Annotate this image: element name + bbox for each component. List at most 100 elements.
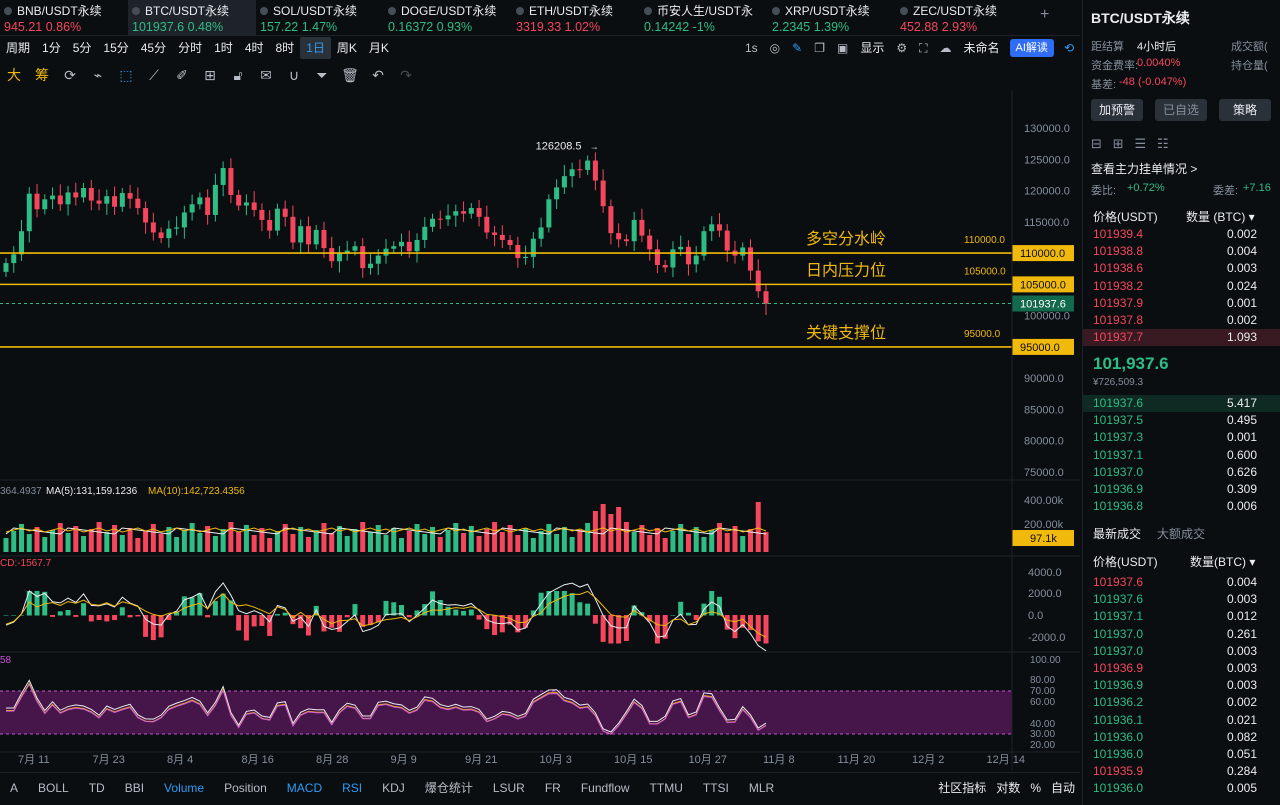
interval-button[interactable]: 4时 — [244, 41, 264, 55]
ticker-tab[interactable]: BTC/USDT永续 101937.6 0.48% — [128, 0, 256, 36]
redo-icon[interactable]: ↷ — [400, 66, 412, 83]
indicator-toggle[interactable]: FR — [544, 780, 561, 795]
interval-button[interactable]: 周K — [336, 41, 357, 55]
interval-button[interactable]: 月K — [368, 41, 389, 55]
indicator-toggle[interactable]: 爆仓统计 — [424, 781, 473, 795]
orderbook-row[interactable]: 101936.0 0.051 — [1083, 746, 1280, 763]
big-order-tool[interactable]: 大 — [7, 67, 21, 83]
sync-icon[interactable]: ⟳ — [64, 66, 76, 83]
add-alert-button[interactable]: 加预警 — [1091, 99, 1143, 121]
interval-button[interactable]: 5分 — [72, 41, 92, 55]
indicator-toggle[interactable]: KDJ — [382, 780, 405, 795]
orderbook-row[interactable]: 101937.1 0.600 — [1083, 447, 1280, 464]
scale-option[interactable]: 对数 — [996, 781, 1021, 795]
orderbook-row[interactable]: 101936.9 0.003 — [1083, 660, 1280, 677]
chip-tool[interactable]: 筹 — [35, 67, 49, 83]
orderbook-row[interactable]: 101936.8 0.006 — [1083, 498, 1280, 515]
indicator-toggle[interactable]: A — [10, 780, 19, 795]
cursor-icon[interactable]: ⬚ — [119, 66, 133, 83]
pen-icon[interactable]: ✐ — [176, 66, 188, 83]
orderbook-row[interactable]: 101937.0 0.626 — [1083, 464, 1280, 481]
price-chart[interactable]: 130000.0 125000.0 120000.0 115000.0 110000.0… — [0, 90, 1080, 770]
undo-icon[interactable]: ↶ — [372, 66, 384, 83]
orderbook-row[interactable]: 101937.6 0.003 — [1083, 591, 1280, 608]
tab-large-trades[interactable]: 大额成交 — [1157, 527, 1206, 541]
orderbook-row[interactable]: 101938.8 0.004 — [1083, 243, 1280, 260]
interval-button[interactable]: 8时 — [275, 41, 295, 55]
orderbook-row[interactable]: 101937.0 0.003 — [1083, 643, 1280, 660]
orderbook-row[interactable]: 101937.6 5.417 — [1083, 395, 1280, 413]
indicator-toggle[interactable]: BOLL — [38, 780, 69, 795]
indicator-toggle[interactable]: LSUR — [492, 780, 525, 795]
filter-icon[interactable]: ⏷ — [316, 66, 328, 83]
display-button[interactable]: 显示 — [860, 41, 885, 55]
indicator-toggle[interactable]: RSI — [342, 780, 363, 795]
scale-option[interactable]: 社区指标 — [938, 781, 987, 795]
settings-icon[interactable]: ⚙ — [896, 41, 908, 55]
ai-analysis-button[interactable]: AI解读 — [1009, 39, 1054, 57]
indicator-toggle[interactable]: TTSI — [702, 780, 729, 795]
indicator-toggle[interactable]: Position — [224, 780, 267, 795]
orderbook-mode-icons[interactable]: ⊟ ⊞ ☰ ☷ — [1091, 136, 1169, 151]
ticker-tab[interactable]: DOGE/USDT永续 0.16372 0.93% — [384, 0, 512, 36]
cloud-icon[interactable]: ☁ — [939, 41, 952, 55]
period-label[interactable]: 周期 — [6, 41, 31, 55]
ruler-icon[interactable]: ⟋ — [149, 66, 159, 83]
interval-button[interactable]: 分时 — [178, 41, 203, 55]
orderbook-row[interactable]: 101936.0 0.005 — [1083, 780, 1280, 797]
ticker-tab[interactable]: BNB/USDT永续 945.21 0.86% — [0, 0, 128, 36]
indicator-toggle[interactable]: Fundflow — [580, 780, 630, 795]
orderbook-row[interactable]: 101937.8 0.002 — [1083, 312, 1280, 329]
trash-icon[interactable]: 🗑︎ — [341, 66, 359, 83]
depth-link[interactable]: 查看主力挂单情况 > — [1091, 162, 1198, 176]
share-icon[interactable]: ⟲ — [1063, 41, 1074, 55]
interval-button[interactable]: 1分 — [42, 41, 61, 55]
indicator-toggle[interactable]: TD — [88, 780, 105, 795]
scale-option[interactable]: 自动 — [1050, 781, 1075, 795]
ticker-tab[interactable]: 币安人生/USDT永 0.14242 -1% — [640, 0, 768, 36]
orderbook-row[interactable]: 101936.0 0.082 — [1083, 729, 1280, 746]
note-icon[interactable]: ✉ — [260, 66, 272, 83]
draw-icon[interactable]: ✎ — [792, 41, 803, 55]
fullscreen-icon[interactable]: ⛶ — [919, 41, 928, 55]
brush-icon[interactable]: ⌁ — [93, 66, 103, 83]
orderbook-row[interactable]: 101935.9 0.284 — [1083, 763, 1280, 780]
interval-button[interactable]: 45分 — [140, 41, 167, 55]
trade-qty-header[interactable]: 数量(BTC) ▾ — [1190, 555, 1256, 569]
interval-button[interactable]: 15分 — [103, 41, 129, 55]
indicator-toggle[interactable]: MLR — [748, 780, 775, 795]
orderbook-row[interactable]: 101939.4 0.002 — [1083, 226, 1280, 243]
ticker-tab[interactable]: SOL/USDT永续 157.22 1.47% — [256, 0, 384, 36]
orderbook-row[interactable]: 101936.2 0.002 — [1083, 694, 1280, 711]
ob-qty-header[interactable]: 数量 (BTC) ▾ — [1186, 210, 1255, 224]
ticker-tab[interactable]: ZEC/USDT永续 452.88 2.93% — [896, 0, 1024, 36]
indicator-toggle[interactable]: MACD — [286, 780, 323, 795]
orderbook-row[interactable]: 101938.6 0.003 — [1083, 260, 1280, 277]
orderbook-row[interactable]: 101936.1 0.021 — [1083, 712, 1280, 729]
measure-icon[interactable]: ⊞ — [204, 66, 216, 83]
orderbook-row[interactable]: 101937.1 0.012 — [1083, 608, 1280, 625]
scale-option[interactable]: % — [1030, 780, 1041, 795]
tab-latest-trades[interactable]: 最新成交 — [1093, 527, 1142, 541]
layout-name-button[interactable]: 未命名 — [963, 41, 1000, 55]
orderbook-row[interactable]: 101936.9 0.309 — [1083, 481, 1280, 498]
orderbook-row[interactable]: 101937.9 0.001 — [1083, 295, 1280, 312]
orderbook-row[interactable]: 101937.6 0.004 — [1083, 574, 1280, 591]
orderbook-row[interactable]: 101937.5 0.495 — [1083, 412, 1280, 429]
orderbook-row[interactable]: 101937.3 0.001 — [1083, 429, 1280, 446]
indicator-toggle[interactable]: Volume — [164, 780, 205, 795]
indicator-toggle[interactable]: BBI — [124, 780, 145, 795]
ticker-tab[interactable]: ETH/USDT永续 3319.33 1.02% — [512, 0, 640, 36]
tick-interval-button[interactable]: 1s — [744, 41, 758, 55]
camera-icon[interactable]: ◎ — [769, 41, 781, 55]
favorited-button[interactable]: 已自选 — [1155, 99, 1207, 121]
orderbook-row[interactable]: 101938.2 0.024 — [1083, 278, 1280, 295]
layout-icon[interactable]: ▣ — [836, 41, 849, 55]
copy-icon[interactable]: ❐ — [814, 41, 825, 55]
interval-button[interactable]: 1日 — [300, 37, 331, 59]
lock-icon[interactable]: 🔓︎ — [233, 66, 243, 83]
add-tab-button[interactable]: + — [1040, 6, 1050, 23]
magnet-icon[interactable]: ∪ — [288, 66, 300, 83]
strategy-button[interactable]: 策略 — [1219, 99, 1271, 121]
indicator-toggle[interactable]: TTMU — [649, 780, 683, 795]
